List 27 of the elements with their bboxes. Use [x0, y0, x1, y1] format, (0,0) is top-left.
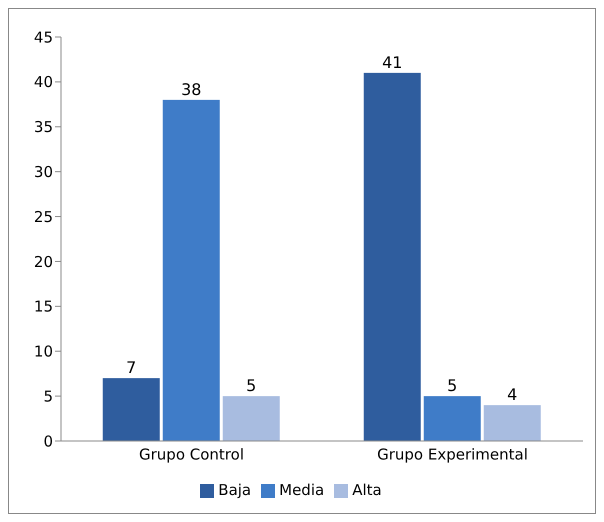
- bar: [102, 378, 160, 441]
- bar: [222, 396, 280, 441]
- data-label: 5: [246, 376, 256, 396]
- x-tick-label: Grupo Experimental: [377, 446, 528, 464]
- bar: [484, 405, 541, 441]
- y-tick-label: 0: [43, 432, 53, 450]
- y-tick-label: 40: [34, 73, 53, 92]
- legend-label: Baja: [218, 481, 252, 499]
- y-tick-label: 15: [34, 298, 53, 316]
- data-label: 5: [447, 376, 458, 396]
- legend-label: Alta: [352, 481, 382, 499]
- bar: [364, 72, 421, 441]
- bar: [162, 100, 220, 441]
- legend-label: Media: [279, 481, 324, 499]
- data-label: 41: [382, 52, 402, 72]
- y-tick-label: 20: [34, 252, 53, 271]
- bar: [424, 396, 481, 441]
- data-label: 4: [507, 385, 518, 404]
- y-tick-label: 35: [34, 118, 53, 136]
- x-tick-label: Grupo Control: [139, 446, 244, 464]
- y-tick-label: 30: [34, 162, 53, 181]
- data-label: 38: [181, 80, 202, 99]
- y-tick-label: 45: [34, 28, 53, 46]
- y-tick-label: 10: [34, 342, 53, 361]
- y-tick-label: 25: [34, 208, 53, 226]
- data-label: 7: [126, 358, 136, 378]
- y-tick-label: 5: [43, 387, 53, 406]
